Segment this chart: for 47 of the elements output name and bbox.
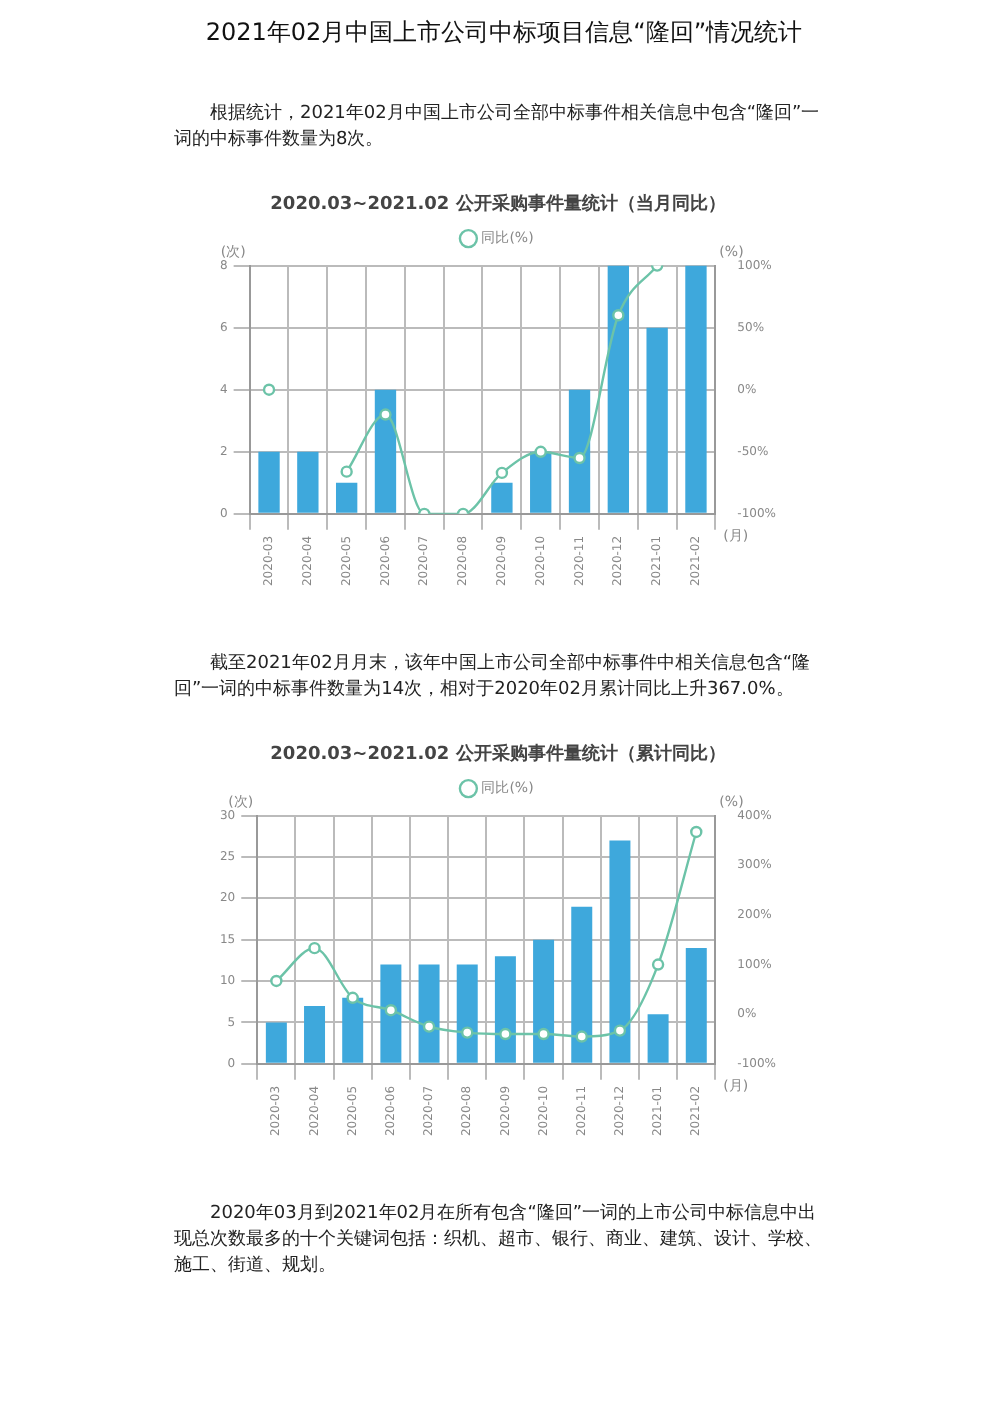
bar	[335, 482, 358, 513]
bar	[607, 265, 630, 513]
point	[422, 1020, 436, 1033]
bar	[685, 948, 707, 1063]
point	[461, 1026, 474, 1039]
bar	[374, 389, 397, 513]
bar	[533, 939, 555, 1063]
bar	[685, 265, 707, 513]
point	[613, 1024, 627, 1037]
text: 截至2021年02月月末，该年中国上市公司全部中标事件中相关信息包含“隆回”一词的中标事件数量为14次，相对于2020年02月累计同比上升367.0%。	[174, 652, 813, 704]
bar	[609, 840, 631, 1063]
bar	[304, 1005, 326, 1063]
bar	[297, 451, 319, 513]
bar	[456, 964, 478, 1063]
bar	[647, 1014, 669, 1063]
point	[612, 309, 625, 322]
point	[499, 1027, 512, 1041]
text: 2020年03月到2021年02月在所有包含“隆回”一词的上市公司中标信息中出现总次数最多的十个关键词包括：织机、超市、银行、商业、建筑、设计、学校、施工、街道、规划。	[174, 1202, 824, 1280]
point	[651, 958, 665, 971]
bar	[491, 482, 513, 513]
point	[537, 1027, 550, 1041]
bar	[646, 327, 668, 513]
bar	[258, 451, 280, 513]
bar	[571, 906, 593, 1063]
bar	[380, 964, 402, 1063]
chart-title: 2020.03~2021.02 公开采购事件量统计（当月同比）	[270, 193, 726, 216]
bar	[265, 1022, 287, 1063]
point	[346, 991, 359, 1005]
point	[270, 974, 283, 988]
point	[690, 825, 703, 839]
text: 根据统计，2021年02月中国上市公司全部中标事件相关信息中包含“隆回”一词的中标事件数量为8次。	[174, 102, 822, 154]
point	[534, 445, 547, 458]
bar	[418, 964, 440, 1063]
bar	[568, 389, 591, 513]
point	[573, 451, 586, 465]
bar	[494, 956, 516, 1063]
text: 2021年02月中国上市公司中标项目信息“隆回”情况统计	[203, 16, 805, 50]
point	[340, 465, 353, 478]
point	[495, 466, 509, 480]
bar	[342, 997, 364, 1063]
point	[379, 408, 392, 421]
bar	[530, 451, 552, 513]
point	[384, 1004, 398, 1017]
point	[308, 941, 321, 955]
point	[262, 383, 276, 396]
chart-title: 2020.03~2021.02 公开采购事件量统计（累计同比）	[270, 743, 726, 766]
point	[575, 1030, 588, 1043]
